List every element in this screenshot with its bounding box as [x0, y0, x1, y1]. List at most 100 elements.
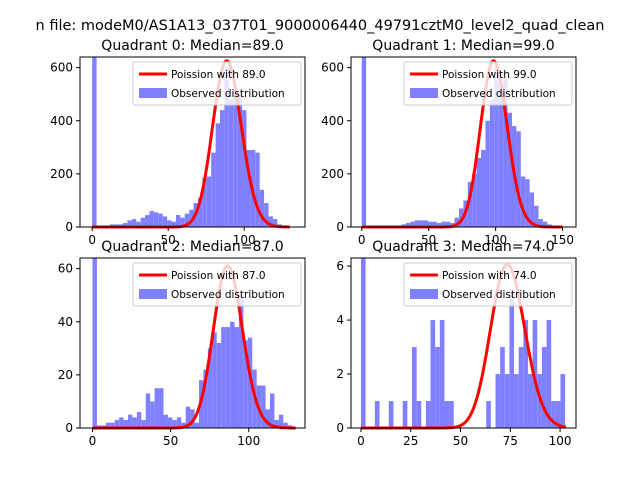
histogram-bar — [439, 320, 445, 428]
figure-suptitle: n file: modeM0/AS1A13_037T01_9000006440_… — [36, 18, 605, 34]
histogram-bar — [538, 219, 543, 227]
subplot-3: 0 25 50 75 100 0 2 4 6 Quadrant 3: Median=74.0 Poi… — [336, 239, 577, 448]
subplot-2: 0 50 100 0 20 40 60 Quadrant 2: Median=87.0 Pois… — [58, 239, 306, 448]
histogram-bar — [163, 414, 168, 428]
histogram-bar — [171, 221, 176, 227]
histogram-bar — [220, 110, 225, 227]
histogram-bar — [423, 220, 429, 227]
histogram-bar — [141, 420, 146, 428]
y-tick-label: 600 — [321, 61, 344, 75]
subplot-title: Quadrant 1: Median=99.0 — [372, 38, 554, 54]
x-tick-label: 50 — [163, 434, 178, 448]
histogram-bar — [454, 217, 459, 227]
y-tick-label: 0 — [65, 421, 73, 435]
histogram-bar — [441, 221, 446, 227]
histogram-bar — [259, 189, 265, 227]
legend-hist-swatch — [139, 289, 167, 299]
histogram-bar — [211, 152, 216, 227]
histogram-bar — [162, 216, 168, 227]
histogram-bar — [360, 258, 366, 428]
histogram-bar — [110, 422, 115, 428]
histogram-bar — [432, 221, 437, 227]
y-tick-label: 20 — [58, 368, 73, 382]
histogram-bar — [153, 212, 159, 227]
histogram-bar — [268, 216, 273, 227]
histogram-bar — [283, 422, 288, 428]
histogram-bar — [472, 173, 477, 227]
histogram-bar — [520, 176, 526, 227]
x-tick-label: 100 — [233, 233, 256, 247]
histogram-bar — [224, 67, 229, 227]
x-tick-label: 100 — [484, 233, 507, 247]
histogram-bar — [150, 401, 155, 428]
subplot-title: Quadrant 0: Median=89.0 — [101, 38, 283, 54]
histogram-bar — [207, 348, 213, 428]
histogram-bar — [527, 374, 533, 428]
legend-hist-label: Observed distribution — [171, 289, 285, 301]
histogram-bar — [242, 110, 247, 227]
histogram-bar — [230, 321, 235, 428]
x-tick-label: 0 — [357, 434, 365, 448]
histogram-bar — [361, 57, 367, 227]
histogram-bar — [136, 412, 142, 428]
histogram-bar — [234, 327, 239, 428]
histogram-bar — [175, 215, 181, 227]
histogram-bar — [176, 417, 182, 428]
histogram-bar — [255, 152, 260, 227]
y-tick-label: 0 — [336, 421, 344, 435]
histogram-bar — [551, 401, 556, 428]
legend-poisson-label: Poission with 74.0 — [442, 270, 537, 282]
legend-hist-label: Observed distribution — [442, 289, 556, 301]
legend-box — [403, 61, 573, 106]
histogram-bar — [264, 203, 269, 227]
histogram-bar — [159, 388, 164, 428]
histogram-bar — [486, 401, 491, 428]
histogram-bar — [516, 131, 521, 227]
legend-poisson-label: Poission with 99.0 — [442, 69, 537, 81]
histogram-bar — [504, 374, 510, 428]
histogram-bar — [246, 149, 251, 227]
histogram-bar — [145, 215, 150, 227]
histogram-bar — [225, 327, 231, 428]
histogram-bar — [388, 401, 394, 428]
histogram-bar — [495, 374, 501, 428]
histogram-bar — [503, 78, 508, 227]
x-tick-label: 0 — [88, 233, 96, 247]
histogram-bar — [467, 181, 473, 227]
legend-box — [403, 262, 573, 307]
histogram-bar — [414, 220, 420, 227]
y-tick-label: 600 — [50, 61, 73, 75]
histogram-bar — [270, 393, 275, 428]
histogram-bar — [374, 401, 380, 428]
histogram-bar — [500, 347, 505, 428]
histogram-bar — [123, 223, 128, 227]
histogram-bar — [185, 406, 191, 428]
histogram-bar — [203, 369, 208, 428]
histogram-bar — [184, 213, 190, 227]
histogram-bar — [425, 401, 431, 428]
histogram-bar — [92, 258, 97, 428]
legend-box — [132, 262, 302, 307]
histogram-bar — [402, 401, 408, 428]
histogram-bar — [541, 347, 547, 428]
histogram-bar — [507, 112, 512, 227]
histogram-bar — [542, 221, 548, 227]
subplot-0: 0 50 100 0 200 400 600 Quadrant 0: Median=89.0 P… — [50, 38, 306, 247]
histogram-bar — [189, 209, 194, 227]
histogram-bar — [216, 343, 222, 428]
histogram-bar — [149, 211, 154, 227]
histogram-bar — [489, 99, 495, 227]
histogram-bar — [128, 414, 133, 428]
y-tick-label: 60 — [58, 262, 73, 276]
histogram-bar — [525, 179, 530, 227]
legend-hist-swatch — [410, 289, 438, 299]
histogram-bar — [197, 197, 203, 227]
histogram-bar — [555, 401, 561, 428]
y-tick-label: 4 — [336, 313, 344, 327]
y-tick-label: 400 — [321, 114, 344, 128]
histogram-bar — [167, 417, 173, 428]
histogram-bar — [534, 205, 539, 227]
y-tick-label: 200 — [321, 167, 344, 181]
histogram-bar — [233, 91, 238, 227]
y-tick-label: 400 — [50, 114, 73, 128]
